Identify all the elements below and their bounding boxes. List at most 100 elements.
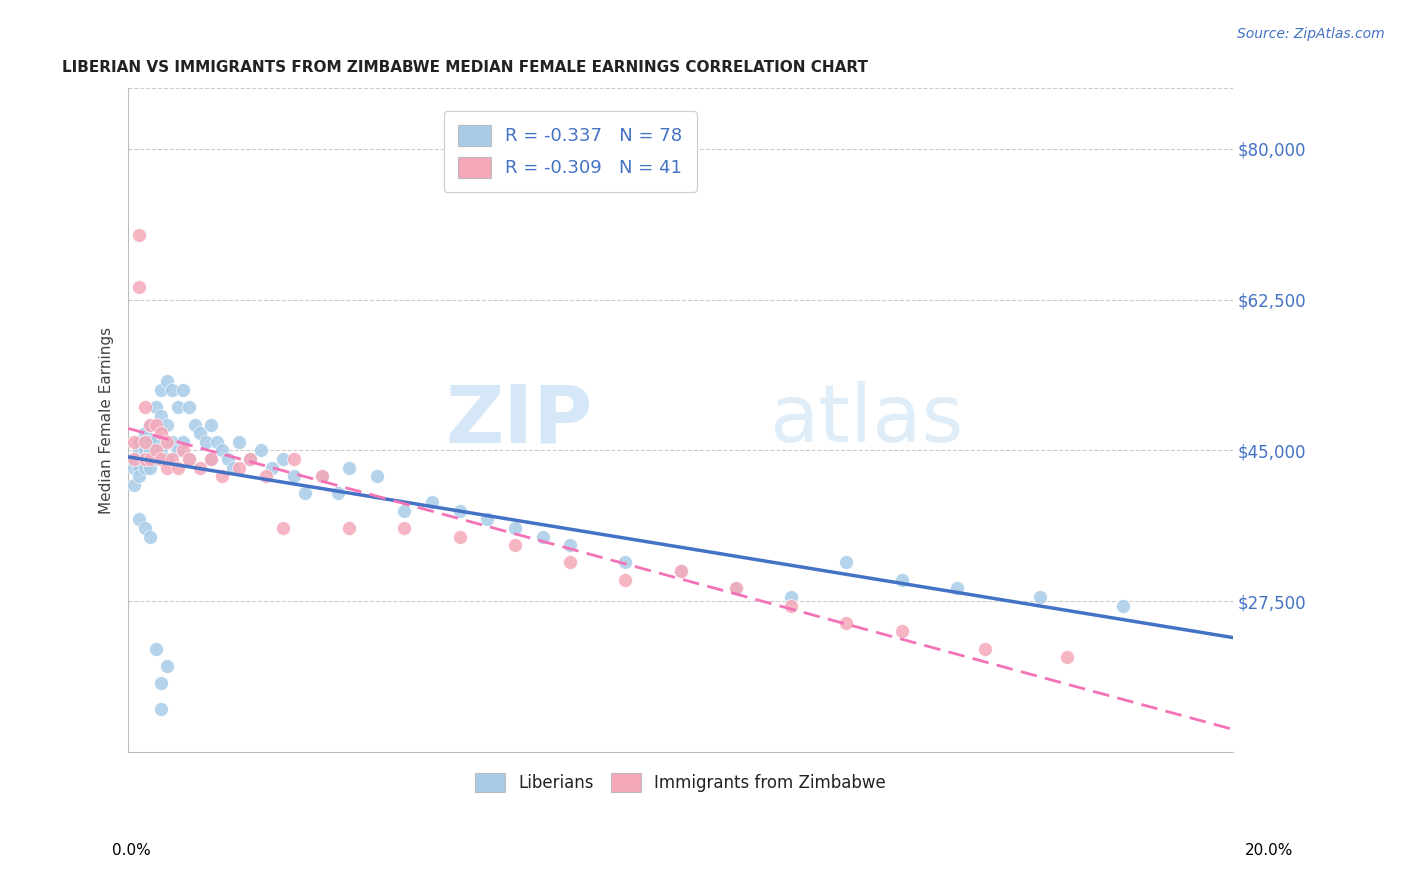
Point [283,452,305,467]
Point [134,452,156,467]
Point [560,538,582,552]
Point [283,469,305,483]
Point [156,659,179,673]
Point [128,227,150,242]
Point [271,521,294,535]
Point [173,434,195,449]
Point [449,504,471,518]
Point [139,443,162,458]
Point [328,486,350,500]
Point [835,615,858,630]
Point [128,279,150,293]
Y-axis label: Median Female Earnings: Median Female Earnings [100,326,114,514]
Point [217,452,239,467]
Text: ZIP: ZIP [446,381,592,459]
Point [139,452,162,467]
Point [139,434,162,449]
Point [156,417,179,432]
Point [128,443,150,458]
Point [973,641,995,656]
Point [614,556,637,570]
Point [134,521,156,535]
Point [167,401,190,415]
Point [122,460,145,475]
Point [134,434,156,449]
Point [128,452,150,467]
Point [311,469,333,483]
Point [150,443,173,458]
Point [890,573,912,587]
Point [724,582,747,596]
Point [145,434,167,449]
Point [173,443,195,458]
Point [156,434,179,449]
Point [167,443,190,458]
Point [366,469,388,483]
Point [560,556,582,570]
Point [254,469,277,483]
Point [145,641,167,656]
Point [890,624,912,639]
Point [211,469,233,483]
Point [167,460,190,475]
Point [177,452,200,467]
Point [139,530,162,544]
Point [614,573,637,587]
Point [394,521,416,535]
Point [294,486,316,500]
Point [200,452,222,467]
Point [122,452,145,467]
Point [162,434,184,449]
Point [128,512,150,526]
Text: 0.0%: 0.0% [112,843,152,858]
Point [211,443,233,458]
Point [139,417,162,432]
Point [394,504,416,518]
Legend: Liberians, Immigrants from Zimbabwe: Liberians, Immigrants from Zimbabwe [464,761,897,804]
Point [134,452,156,467]
Point [177,401,200,415]
Point [145,452,167,467]
Point [122,434,145,449]
Point [145,417,167,432]
Point [150,409,173,423]
Point [156,452,179,467]
Point [271,452,294,467]
Point [188,426,211,441]
Point [134,426,156,441]
Point [780,599,803,613]
Point [139,460,162,475]
Point [228,460,250,475]
Point [122,478,145,492]
Point [669,564,692,578]
Point [162,383,184,397]
Point [128,434,150,449]
Point [150,452,173,467]
Point [150,676,173,690]
Point [156,460,179,475]
Point [183,417,205,432]
Point [780,590,803,604]
Point [150,383,173,397]
Point [128,469,150,483]
Point [177,452,200,467]
Point [145,417,167,432]
Point [134,443,156,458]
Point [156,375,179,389]
Point [724,582,747,596]
Point [420,495,443,509]
Point [145,401,167,415]
Point [173,383,195,397]
Point [145,443,167,458]
Point [128,460,150,475]
Point [1056,650,1078,665]
Point [835,556,858,570]
Point [188,460,211,475]
Point [200,417,222,432]
Point [150,702,173,716]
Point [239,452,262,467]
Point [222,460,245,475]
Point [134,434,156,449]
Text: Source: ZipAtlas.com: Source: ZipAtlas.com [1237,27,1385,41]
Point [503,538,526,552]
